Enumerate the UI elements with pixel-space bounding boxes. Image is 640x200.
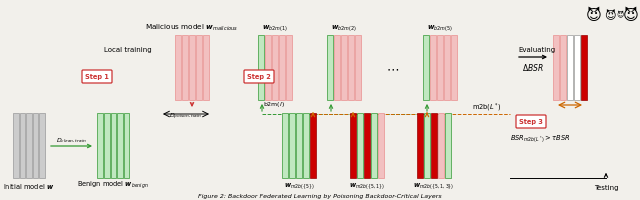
Bar xyxy=(124,113,129,178)
Text: $\Delta BSR$: $\Delta BSR$ xyxy=(522,62,544,73)
Text: $\boldsymbol{w}_{b2m(1)}$: $\boldsymbol{w}_{b2m(1)}$ xyxy=(262,23,288,33)
Bar xyxy=(341,36,347,100)
Text: $BSR_{m2b(L^*)} > \tau BSR$: $BSR_{m2b(L^*)} > \tau BSR$ xyxy=(510,132,570,143)
Bar xyxy=(13,113,19,178)
Bar xyxy=(26,113,32,178)
Bar xyxy=(259,36,264,100)
Bar xyxy=(334,36,340,100)
Bar xyxy=(357,113,363,178)
Bar xyxy=(310,113,316,178)
Bar xyxy=(437,36,443,100)
Text: $\boldsymbol{w}_{b2m(2)}$: $\boldsymbol{w}_{b2m(2)}$ xyxy=(331,23,357,33)
Text: Malicious model $\boldsymbol{w}_{malicious}$: Malicious model $\boldsymbol{w}_{malicio… xyxy=(145,23,239,33)
Text: Evaluating: Evaluating xyxy=(518,47,555,53)
Bar xyxy=(282,113,288,178)
Text: 😈: 😈 xyxy=(623,8,639,23)
Bar xyxy=(289,113,295,178)
Bar xyxy=(175,36,180,100)
Bar xyxy=(348,36,354,100)
Text: $D_{poison,train}$: $D_{poison,train}$ xyxy=(170,111,203,121)
Bar xyxy=(371,113,377,178)
Bar xyxy=(265,36,271,100)
Text: 😈: 😈 xyxy=(604,10,616,21)
Text: $\boldsymbol{w}_{m2b(\{5,1\})}$: $\boldsymbol{w}_{m2b(\{5,1\})}$ xyxy=(349,180,385,190)
Text: $\boldsymbol{w}_{m2b(\{5,1,3\})}$: $\boldsymbol{w}_{m2b(\{5,1,3\})}$ xyxy=(413,180,454,190)
Text: $\boldsymbol{w}_{m2b(\{5\})}$: $\boldsymbol{w}_{m2b(\{5\})}$ xyxy=(284,180,314,190)
Bar xyxy=(204,36,209,100)
Text: m2b($L^*$): m2b($L^*$) xyxy=(472,101,502,113)
Bar xyxy=(364,113,370,178)
Bar xyxy=(350,113,356,178)
Text: Step 3: Step 3 xyxy=(519,119,543,125)
Bar xyxy=(189,36,195,100)
Bar xyxy=(417,113,423,178)
Text: 😈: 😈 xyxy=(616,11,623,18)
Bar xyxy=(117,113,123,178)
Text: b2m($l$): b2m($l$) xyxy=(263,100,285,108)
Bar xyxy=(303,113,308,178)
FancyBboxPatch shape xyxy=(516,115,546,128)
Text: Testing: Testing xyxy=(594,184,618,190)
Text: Initial model $\boldsymbol{w}$: Initial model $\boldsymbol{w}$ xyxy=(3,181,54,190)
Text: $\boldsymbol{w}_{b2m(5)}$: $\boldsymbol{w}_{b2m(5)}$ xyxy=(427,23,453,33)
Bar xyxy=(378,113,384,178)
Bar xyxy=(33,113,38,178)
Bar xyxy=(286,36,292,100)
Bar xyxy=(296,113,301,178)
Bar xyxy=(20,113,25,178)
Bar xyxy=(272,36,278,100)
Text: 😈: 😈 xyxy=(586,8,602,23)
Bar xyxy=(327,36,333,100)
Text: $D_{clean,train}$: $D_{clean,train}$ xyxy=(56,136,86,144)
Bar xyxy=(182,36,188,100)
FancyBboxPatch shape xyxy=(82,71,112,84)
Bar xyxy=(444,36,450,100)
Bar xyxy=(430,36,436,100)
Bar xyxy=(560,36,566,100)
Bar xyxy=(553,36,559,100)
Bar xyxy=(97,113,103,178)
Bar xyxy=(451,36,457,100)
Bar xyxy=(423,36,429,100)
Bar xyxy=(196,36,202,100)
Bar xyxy=(39,113,45,178)
Bar xyxy=(431,113,436,178)
Text: Figure 2: Backdoor Federated Learning by Poisoning Backdoor-Critical Layers: Figure 2: Backdoor Federated Learning by… xyxy=(198,193,442,198)
Bar xyxy=(279,36,285,100)
Text: Benign model $\boldsymbol{w}_{benign}$: Benign model $\boldsymbol{w}_{benign}$ xyxy=(77,179,149,190)
Bar xyxy=(104,113,109,178)
FancyBboxPatch shape xyxy=(244,71,274,84)
Text: Local training: Local training xyxy=(104,47,152,53)
Bar xyxy=(355,36,361,100)
Text: Step 2: Step 2 xyxy=(247,74,271,80)
Bar xyxy=(567,36,573,100)
Text: $\cdots$: $\cdots$ xyxy=(387,62,399,75)
Bar xyxy=(581,36,587,100)
Bar xyxy=(574,36,580,100)
Bar xyxy=(445,113,451,178)
Bar xyxy=(111,113,116,178)
Bar xyxy=(424,113,429,178)
Text: Step 1: Step 1 xyxy=(85,74,109,80)
Bar xyxy=(438,113,444,178)
